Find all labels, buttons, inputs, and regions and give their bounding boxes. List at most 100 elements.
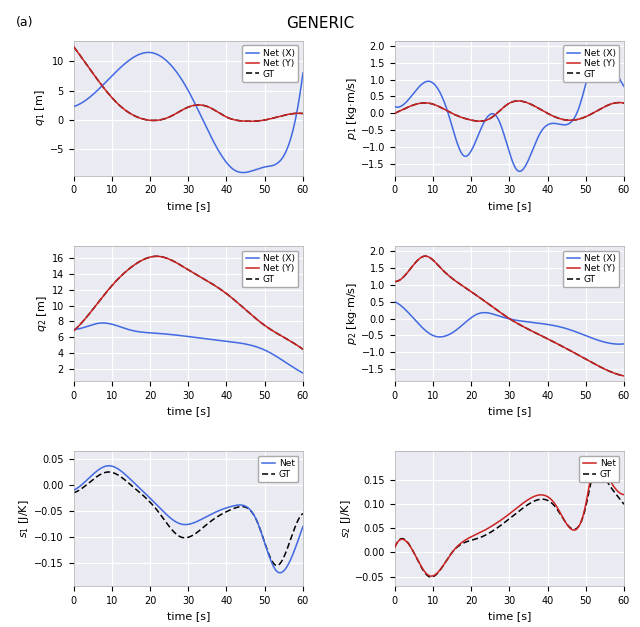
Y-axis label: $s_1$ [J/K]: $s_1$ [J/K] <box>17 499 31 538</box>
GT <box>620 500 628 508</box>
GT <box>414 100 422 107</box>
Net <box>570 527 577 534</box>
GT <box>484 530 492 538</box>
GT <box>574 351 582 359</box>
GT <box>163 115 170 122</box>
Y-axis label: $p_2$ [kg·m/s]: $p_2$ [kg·m/s] <box>345 282 358 345</box>
Net (Y) <box>70 327 77 335</box>
Net (Y) <box>171 258 179 266</box>
Net (Y) <box>253 315 260 323</box>
Net (Y) <box>246 117 253 125</box>
X-axis label: time [s]: time [s] <box>166 406 210 416</box>
GT <box>620 100 628 107</box>
Net <box>93 467 101 475</box>
GT <box>620 372 628 380</box>
Net (X) <box>574 329 582 336</box>
Net (Y) <box>515 97 522 105</box>
GT <box>93 473 101 480</box>
GT <box>570 525 577 533</box>
Legend: Net (X), Net (Y), GT: Net (X), Net (Y), GT <box>242 251 298 287</box>
Net (X) <box>253 343 260 350</box>
Net <box>299 523 307 530</box>
Net (Y) <box>163 115 170 122</box>
Net (X) <box>548 120 556 127</box>
GT <box>253 117 260 125</box>
Net (X) <box>145 49 152 56</box>
GT <box>391 110 399 117</box>
Net (Y) <box>299 110 307 117</box>
GT <box>570 349 577 356</box>
Net <box>253 517 260 524</box>
Net (Y) <box>299 345 307 353</box>
GT <box>484 300 492 307</box>
Y-axis label: $q_2$ [m]: $q_2$ [m] <box>35 295 49 332</box>
Net (Y) <box>414 256 422 263</box>
Net (X) <box>93 320 101 327</box>
Net (Y) <box>492 305 500 313</box>
Net <box>484 525 492 532</box>
Text: GENERIC: GENERIC <box>286 16 354 31</box>
GT <box>93 300 101 308</box>
X-axis label: time [s]: time [s] <box>488 406 531 416</box>
Net <box>574 524 582 532</box>
Net (X) <box>253 166 261 173</box>
Net <box>391 544 399 551</box>
Line: GT: GT <box>74 472 303 566</box>
Line: Net (Y): Net (Y) <box>395 101 624 121</box>
Net (X) <box>171 331 179 339</box>
Net <box>620 491 628 498</box>
Net (Y) <box>620 100 628 107</box>
GT <box>105 468 113 476</box>
GT <box>428 573 435 581</box>
Net <box>105 462 113 470</box>
Net (Y) <box>171 110 179 118</box>
Net (Y) <box>422 252 429 260</box>
Net (X) <box>391 298 399 305</box>
Net (X) <box>414 84 422 92</box>
Line: Net (Y): Net (Y) <box>74 46 303 121</box>
Net (Y) <box>570 116 578 124</box>
Legend: Net (X), Net (Y), GT: Net (X), Net (Y), GT <box>563 251 620 287</box>
GT <box>171 258 179 266</box>
Net (X) <box>484 113 492 120</box>
GT <box>574 524 582 531</box>
Text: (a): (a) <box>16 16 33 29</box>
GT <box>570 116 578 124</box>
GT <box>391 544 399 551</box>
GT <box>492 525 500 532</box>
Net (Y) <box>227 293 235 301</box>
GT <box>249 117 257 125</box>
GT <box>227 115 235 123</box>
Net (X) <box>484 309 492 317</box>
Net (X) <box>227 164 235 172</box>
Legend: Net (X), Net (Y), GT: Net (X), Net (Y), GT <box>242 45 298 82</box>
Net (Y) <box>391 110 399 117</box>
Line: Net (Y): Net (Y) <box>74 256 303 349</box>
GT <box>548 337 556 345</box>
Legend: Net, GT: Net, GT <box>579 456 620 482</box>
Line: GT: GT <box>74 46 303 121</box>
GT <box>70 327 77 335</box>
GT <box>163 255 170 262</box>
GT <box>249 510 257 517</box>
Line: Net (X): Net (X) <box>395 302 624 344</box>
GT <box>249 312 257 320</box>
GT <box>391 278 399 285</box>
Net (X) <box>99 319 106 327</box>
Net (X) <box>414 320 422 327</box>
Net (Y) <box>570 349 577 356</box>
Net (X) <box>548 322 556 329</box>
GT <box>593 464 601 472</box>
Net (X) <box>70 103 77 110</box>
Y-axis label: $q_1$ [m]: $q_1$ [m] <box>33 90 47 127</box>
Net <box>227 503 235 510</box>
GT <box>273 562 280 569</box>
Net <box>492 520 500 527</box>
Net (X) <box>570 327 577 335</box>
Net (Y) <box>153 253 161 260</box>
GT <box>93 75 101 83</box>
Net (Y) <box>620 372 628 380</box>
Net <box>171 517 179 525</box>
Net (Y) <box>574 115 582 123</box>
Net (Y) <box>414 100 422 107</box>
